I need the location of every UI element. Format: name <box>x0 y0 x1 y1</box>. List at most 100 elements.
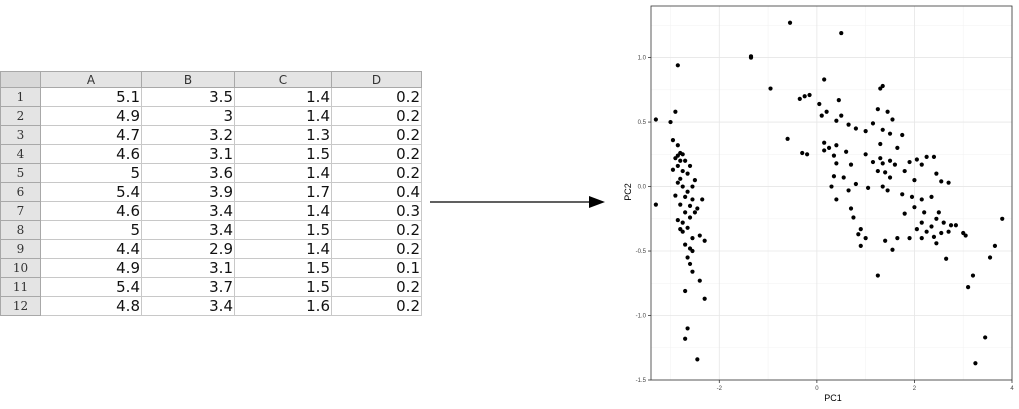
select-all-corner[interactable] <box>0 71 41 88</box>
row-header[interactable]: 6 <box>0 182 41 202</box>
scatter-point <box>785 136 790 141</box>
column-header-d[interactable]: D <box>331 71 422 88</box>
scatter-point <box>922 210 927 215</box>
scatter-point <box>887 158 893 163</box>
scatter-point <box>900 192 905 197</box>
scatter-point <box>800 150 805 156</box>
scatter-point <box>880 127 885 132</box>
row-header[interactable]: 9 <box>0 239 41 259</box>
scatter-point <box>675 180 680 185</box>
scatter-point <box>939 230 944 236</box>
scatter-point <box>939 179 944 184</box>
spreadsheet-grid: A B C D 1 5.1 3.5 1.4 0.2 2 4.9 3 1.4 0.2 3 4.7 3.2 1… <box>0 71 422 316</box>
scatter-point <box>858 227 863 232</box>
scatter-point <box>687 163 693 169</box>
scatter-point <box>680 184 685 189</box>
scatter-point <box>890 247 895 252</box>
scatter-point <box>914 227 919 232</box>
column-header-b[interactable]: B <box>141 71 235 88</box>
scatter-point <box>673 156 678 161</box>
scatter-point <box>895 145 900 150</box>
scatter-point <box>941 220 946 225</box>
cell-b[interactable]: 3.4 <box>141 296 235 316</box>
scatter-point <box>683 210 688 215</box>
scatter-point <box>829 184 834 189</box>
cell-b[interactable]: 3.1 <box>141 258 235 278</box>
row-header[interactable]: 1 <box>0 87 41 107</box>
table-row: 5 5 3.6 1.4 0.2 <box>0 163 422 183</box>
scatter-point <box>668 119 673 125</box>
scatter-point <box>953 223 958 228</box>
scatter-point <box>919 236 924 241</box>
scatter-point <box>834 118 839 123</box>
scatter-point <box>683 158 688 163</box>
row-header[interactable]: 4 <box>0 144 41 164</box>
scatter-point <box>878 156 883 161</box>
plot-ticks: -2 0 2 4 -1.5 -1.0 -0.5 0.0 0.5 1.0 <box>636 56 1015 392</box>
scatter-point <box>673 109 678 114</box>
x-axis-label: PC1 <box>824 393 842 403</box>
cell-b[interactable]: 3.7 <box>141 277 235 297</box>
cell-d[interactable]: 0.2 <box>331 296 422 316</box>
scatter-point <box>970 273 976 278</box>
cell-c[interactable]: 1.7 <box>234 182 332 202</box>
scatter-point <box>817 101 822 107</box>
plot-points <box>653 20 1005 366</box>
scatter-point <box>883 170 888 175</box>
scatter-point <box>748 55 754 60</box>
cell-b[interactable]: 3.5 <box>141 87 235 107</box>
table-row: 10 4.9 3.1 1.5 0.1 <box>0 258 422 278</box>
cell-b[interactable]: 3.6 <box>141 163 235 183</box>
cell-a[interactable]: 4.8 <box>40 296 142 316</box>
scatter-point <box>692 210 698 215</box>
scatter-point <box>678 158 683 163</box>
cell-d[interactable]: 0.2 <box>331 239 422 259</box>
table-row: 3 4.7 3.2 1.3 0.2 <box>0 125 422 145</box>
scatter-point <box>870 159 876 165</box>
scatter-point <box>841 175 846 180</box>
scatter-point <box>690 197 695 202</box>
column-header-a[interactable]: A <box>40 71 142 88</box>
scatter-point <box>853 126 858 131</box>
scatter-point <box>685 189 690 194</box>
scatter-point <box>912 178 917 183</box>
scatter-point <box>807 92 812 98</box>
scatter-point <box>934 171 939 176</box>
row-header[interactable]: 12 <box>0 296 41 316</box>
scatter-point <box>902 168 907 174</box>
table-row: 7 4.6 3.4 1.4 0.3 <box>0 201 422 221</box>
scatter-point <box>853 181 858 187</box>
column-header-c[interactable]: C <box>234 71 332 88</box>
scatter-point <box>878 141 883 147</box>
cell-c[interactable]: 1.6 <box>234 296 332 316</box>
row-header[interactable]: 11 <box>0 277 41 297</box>
row-header[interactable]: 5 <box>0 163 41 183</box>
scatter-point <box>675 163 680 169</box>
scatter-point <box>697 233 702 238</box>
scatter-point <box>831 153 837 158</box>
scatter-point <box>685 225 690 230</box>
row-header[interactable]: 3 <box>0 125 41 145</box>
scatter-point <box>946 229 951 234</box>
row-header[interactable]: 7 <box>0 201 41 221</box>
scatter-point <box>946 180 951 185</box>
row-header[interactable]: 10 <box>0 258 41 278</box>
scatter-point <box>919 162 924 167</box>
cell-c[interactable]: 1.5 <box>234 277 332 297</box>
y-tick-label: 0.5 <box>638 120 647 126</box>
scatter-point <box>683 288 688 294</box>
scatter-point <box>702 296 707 301</box>
scatter-point <box>902 211 907 216</box>
scatter-point <box>919 220 924 225</box>
scatter-point <box>934 216 939 221</box>
scatter-point <box>822 140 827 145</box>
scatter-point <box>912 205 917 210</box>
x-tick-label: 2 <box>913 386 917 392</box>
scatter-point <box>653 202 658 207</box>
column-header-row: A B C D <box>0 71 422 88</box>
scatter-point <box>880 184 885 189</box>
cell-c[interactable]: 1.4 <box>234 106 332 126</box>
cell-d[interactable]: 0.2 <box>331 144 422 164</box>
scatter-point <box>687 203 693 208</box>
cell-d[interactable]: 0.1 <box>331 258 422 278</box>
